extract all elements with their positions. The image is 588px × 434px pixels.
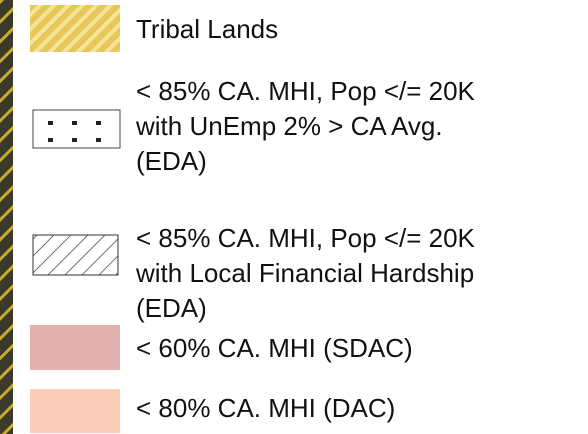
swatch-dotted [33,110,120,148]
map-edge [0,0,13,434]
legend-label: with Local Financial Hardship [135,258,474,288]
swatch-dac [30,389,120,433]
legend-label: < 85% CA. MHI, Pop </= 20K [136,76,476,106]
map-legend: Tribal Lands < 85% CA. MHI, Pop </= 20K wi… [0,0,588,434]
legend-label: (EDA) [136,146,207,176]
page: {"legend": {"items": [ {"label": ["Triba… [0,0,588,434]
swatch-sdac [30,325,120,370]
swatch-hatched [33,235,118,275]
legend-label: < 60% CA. MHI (SDAC) [136,333,413,363]
legend-label: Tribal Lands [136,14,278,44]
legend-label: < 85% CA. MHI, Pop </= 20K [136,223,476,253]
swatch-tribal [30,5,120,52]
legend-label: with UnEmp 2% > CA Avg. [135,111,443,141]
legend-label: < 80% CA. MHI (DAC) [136,393,395,423]
legend-label: (EDA) [136,293,207,323]
